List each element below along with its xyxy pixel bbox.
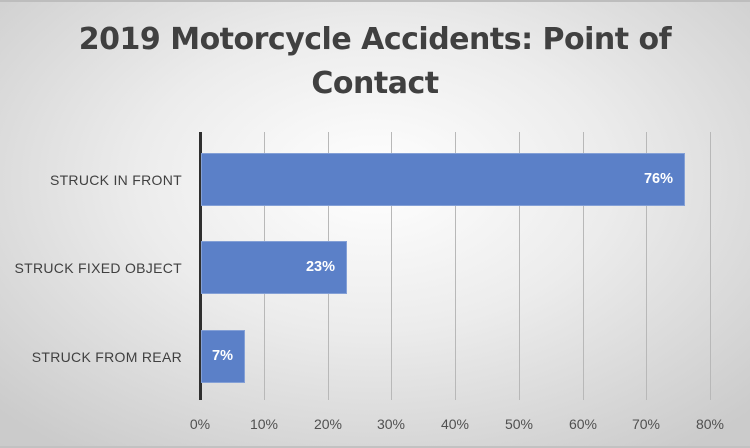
chart-title-line-1: 2019 Motorcycle Accidents: Point of xyxy=(78,22,672,57)
gridline xyxy=(583,132,584,400)
chart-title-line-2: Contact xyxy=(311,66,439,101)
category-label: STRUCK FIXED OBJECT xyxy=(14,260,182,276)
category-axis-line xyxy=(199,132,202,400)
bar-struck-from-rear: 7% xyxy=(201,330,245,383)
data-label: 76% xyxy=(643,171,673,187)
gridline xyxy=(519,132,520,400)
gridline xyxy=(455,132,456,400)
x-tick-label: 50% xyxy=(504,416,534,432)
x-tick-label: 40% xyxy=(440,416,470,432)
bar-struck-fixed-object: 23% xyxy=(201,241,347,294)
gridline xyxy=(646,132,647,400)
gridline xyxy=(391,132,392,400)
x-tick-label: 30% xyxy=(376,416,406,432)
bar-struck-in-front: 76% xyxy=(201,153,685,206)
chart-title: 2019 Motorcycle Accidents: Point of Cont… xyxy=(0,18,750,106)
category-label: STRUCK FROM REAR xyxy=(31,349,182,365)
gridline xyxy=(710,132,711,400)
data-label: 7% xyxy=(212,348,233,364)
x-tick-label: 60% xyxy=(568,416,598,432)
x-tick-label: 20% xyxy=(313,416,343,432)
data-label: 23% xyxy=(305,259,335,275)
x-tick-label: 0% xyxy=(189,416,211,432)
x-tick-label: 10% xyxy=(249,416,279,432)
category-label: STRUCK IN FRONT xyxy=(49,172,182,188)
x-tick-label: 80% xyxy=(695,416,725,432)
x-tick-label: 70% xyxy=(631,416,661,432)
